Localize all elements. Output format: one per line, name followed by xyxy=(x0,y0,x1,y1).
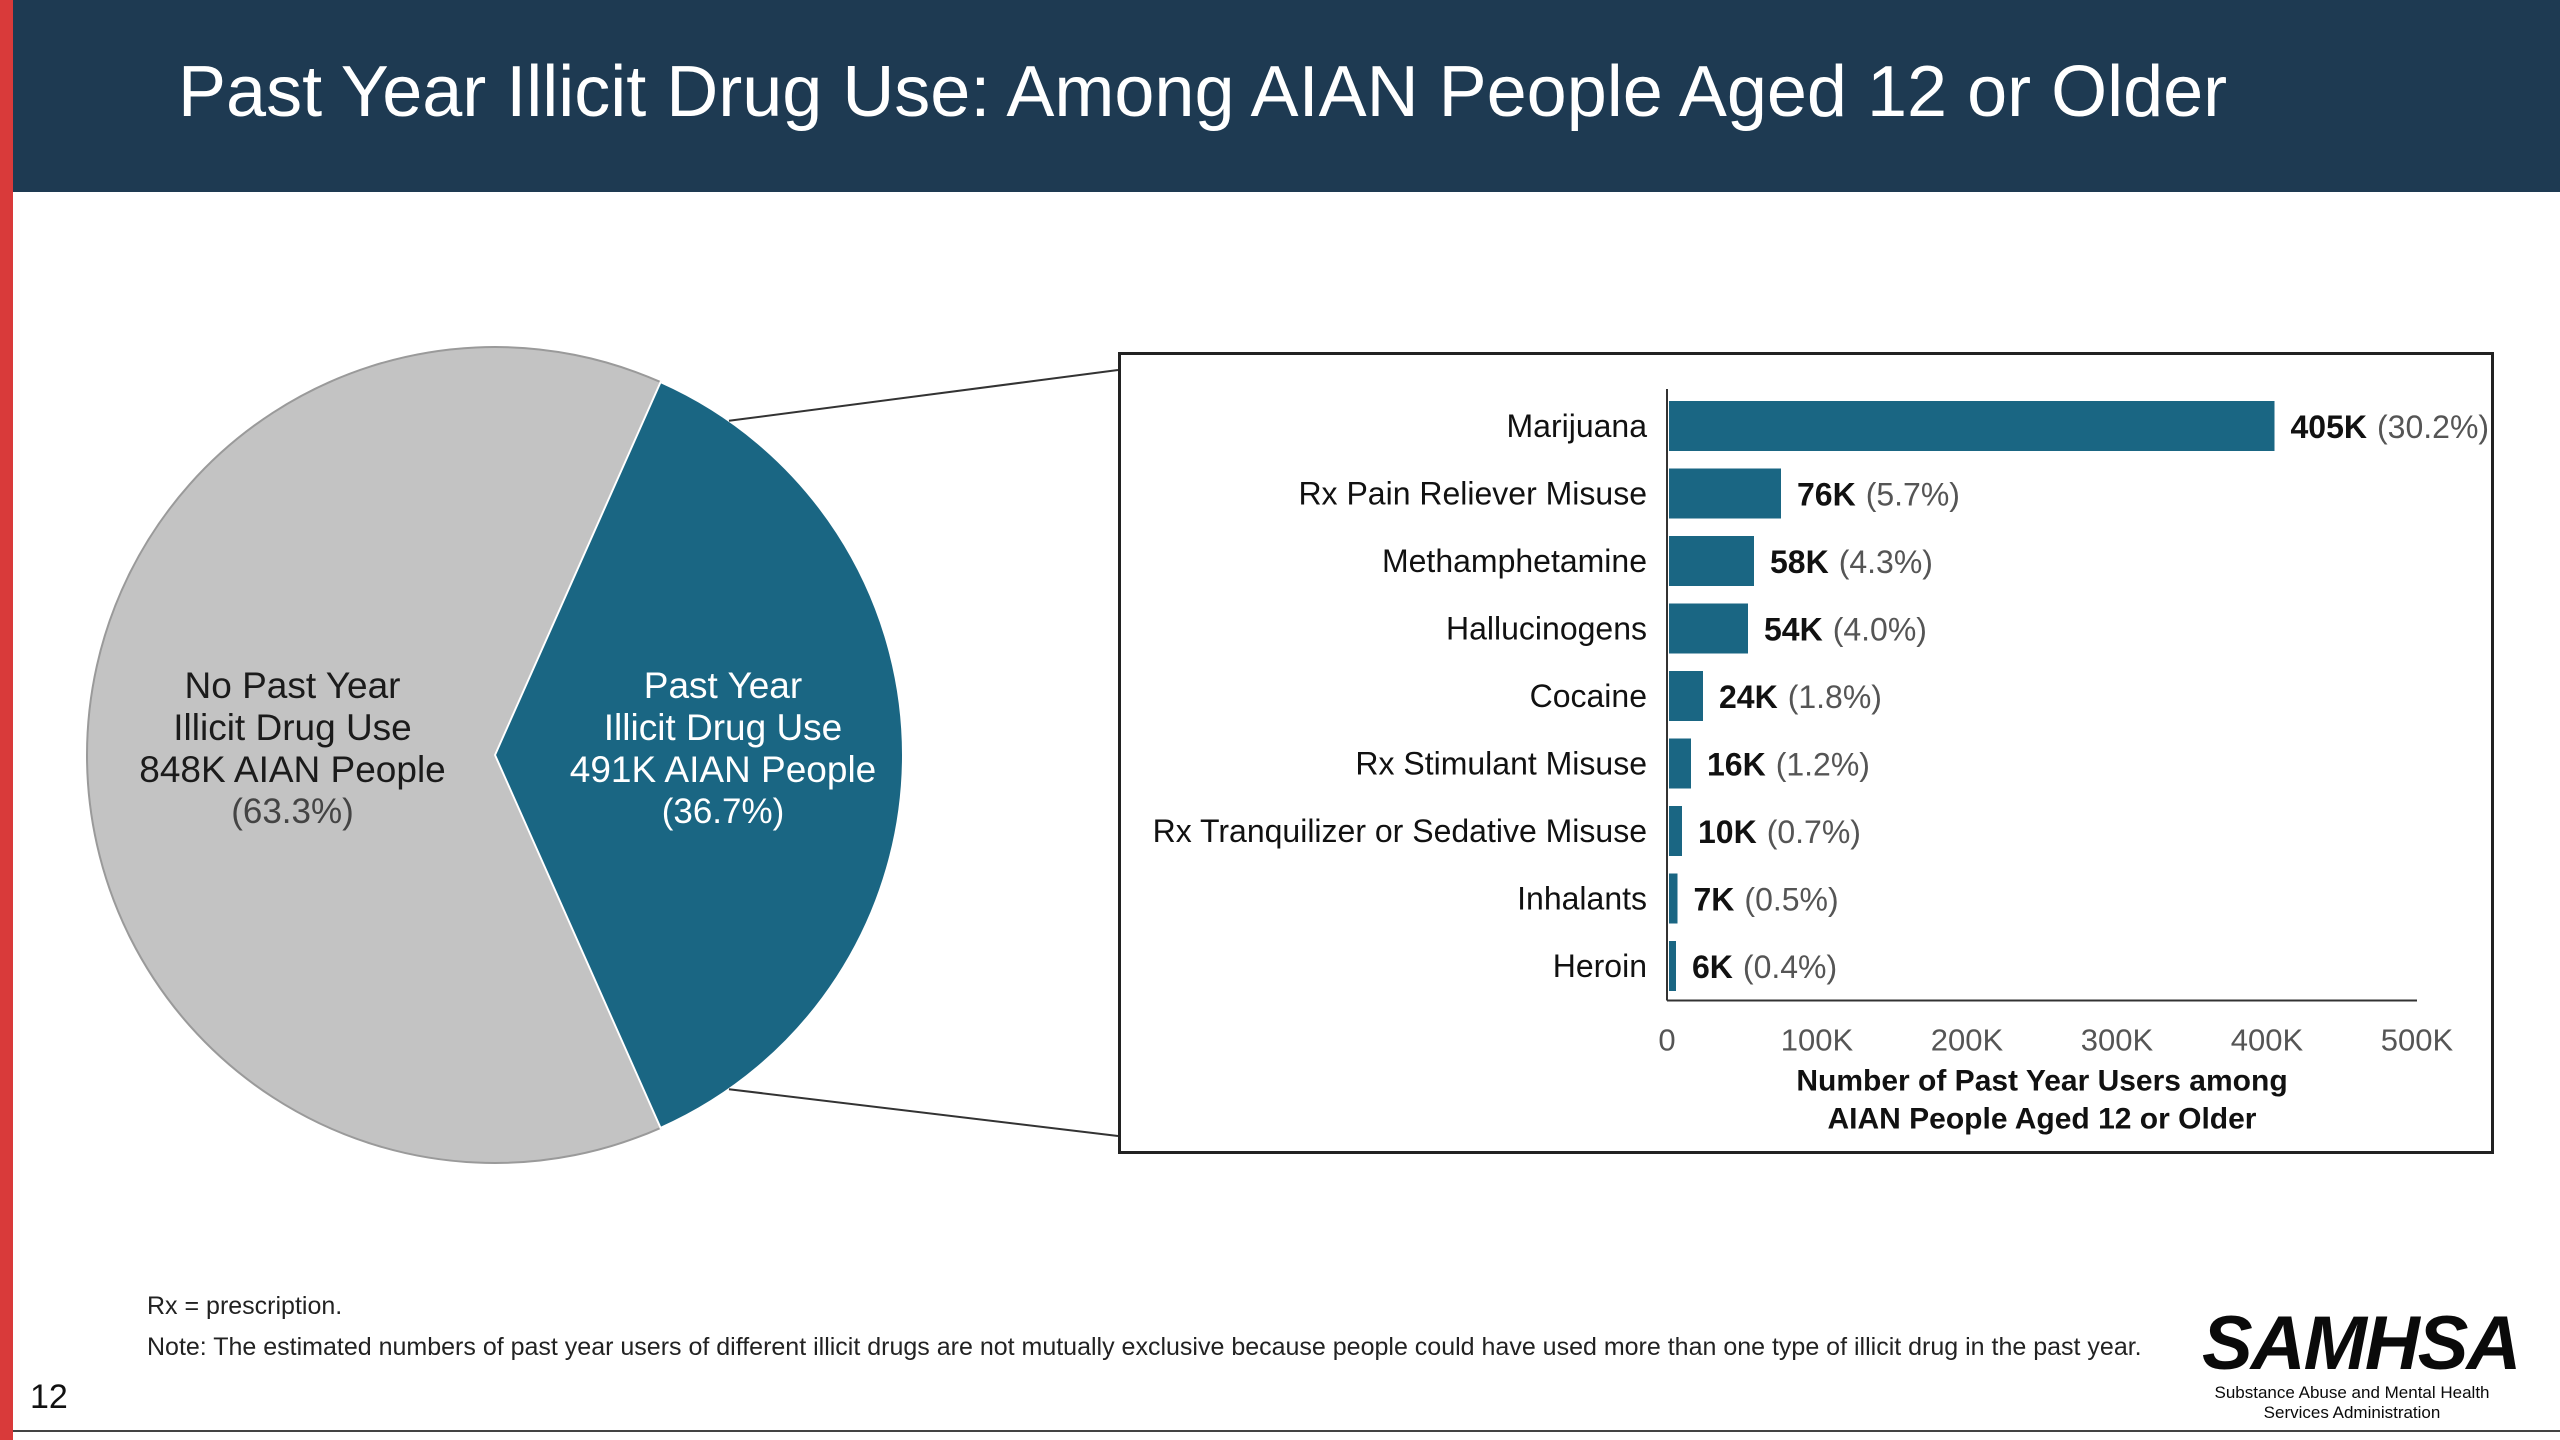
category-label: Rx Tranquilizer or Sedative Misuse xyxy=(1153,813,1647,849)
slide-header xyxy=(13,0,2560,192)
connector-line-top xyxy=(728,369,1119,422)
x-tick-label: 300K xyxy=(2081,1023,2154,1058)
data-label: 16K (1.2%) xyxy=(1707,747,1870,783)
bar xyxy=(1669,806,1682,856)
category-label: Methamphetamine xyxy=(1382,543,1647,579)
x-tick-label: 0 xyxy=(1658,1023,1675,1058)
bar xyxy=(1669,401,2275,451)
bar xyxy=(1669,468,1781,519)
logo-subtitle-line1: Substance Abuse and Mental Health xyxy=(2214,1383,2490,1402)
data-label-pct: (30.2%) xyxy=(2377,409,2489,445)
category-label: Marijuana xyxy=(1506,408,1647,444)
data-label-pct: (5.7%) xyxy=(1866,477,1960,513)
category-label: Rx Pain Reliever Misuse xyxy=(1298,476,1647,512)
data-label: 24K (1.8%) xyxy=(1719,679,1882,715)
data-label-pct: (1.8%) xyxy=(1788,679,1882,715)
data-label-value: 7K xyxy=(1694,882,1735,918)
pie-label-pct: (36.7%) xyxy=(661,792,785,831)
bar-chart: Marijuana 405K (30.2%) Rx Pain Reliever Mis… xyxy=(1153,389,2490,1136)
data-label: 6K (0.4%) xyxy=(1692,949,1837,985)
data-label: 76K (5.7%) xyxy=(1797,477,1960,513)
pie-label-count: 491K AIAN People xyxy=(569,749,877,790)
category-label: Heroin xyxy=(1553,948,1647,984)
data-label-pct: (0.7%) xyxy=(1767,814,1861,850)
page-number: 12 xyxy=(30,1378,68,1416)
data-label-pct: (1.2%) xyxy=(1776,747,1870,783)
data-label: 405K (30.2%) xyxy=(2291,409,2490,445)
pie-label-line1: Past Year xyxy=(643,665,803,706)
slide-title: Past Year Illicit Drug Use: Among AIAN P… xyxy=(178,52,2228,132)
x-axis-title-line1: Number of Past Year Users among xyxy=(1796,1065,2287,1098)
slide-accent-bar xyxy=(0,0,13,1440)
bar xyxy=(1669,603,1748,654)
pie-label-no-use: No Past Year Illicit Drug Use 848K AIAN … xyxy=(90,665,495,833)
bar xyxy=(1669,941,1676,991)
category-label: Inhalants xyxy=(1517,881,1647,917)
category-label: Rx Stimulant Misuse xyxy=(1355,746,1647,782)
data-label-pct: (0.4%) xyxy=(1743,949,1837,985)
data-label-value: 24K xyxy=(1719,679,1778,715)
data-label-value: 405K xyxy=(2291,409,2368,445)
pie-label-count: 848K AIAN People xyxy=(139,749,446,790)
pie-slice-no-use xyxy=(86,346,662,1164)
bar xyxy=(1669,738,1691,789)
x-tick-label: 100K xyxy=(1781,1023,1854,1058)
data-label-value: 16K xyxy=(1707,747,1766,783)
x-tick-label: 200K xyxy=(1931,1023,2004,1058)
data-label-value: 54K xyxy=(1764,612,1823,648)
pie-label-pct: (63.3%) xyxy=(231,792,354,831)
data-label-value: 76K xyxy=(1797,477,1856,513)
data-label-value: 58K xyxy=(1770,544,1829,580)
x-tick-label: 500K xyxy=(2381,1023,2454,1058)
category-label: Cocaine xyxy=(1530,678,1647,714)
pie-label-line1: No Past Year xyxy=(184,665,401,706)
samhsa-logo: SAMHSA Substance Abuse and Mental Health… xyxy=(2202,1301,2521,1423)
data-label-value: 10K xyxy=(1698,814,1757,850)
data-label: 7K (0.5%) xyxy=(1694,882,1839,918)
data-label-value: 6K xyxy=(1692,949,1733,985)
data-label: 10K (0.7%) xyxy=(1698,814,1861,850)
data-label: 54K (4.0%) xyxy=(1764,612,1927,648)
bottom-rule xyxy=(13,1430,2560,1432)
data-label-pct: (4.0%) xyxy=(1833,612,1927,648)
connector-line-bottom xyxy=(728,1088,1119,1137)
footnote-note: Note: The estimated numbers of past year… xyxy=(147,1333,2142,1361)
bar xyxy=(1669,671,1703,721)
pie-label-line2: Illicit Drug Use xyxy=(603,707,843,748)
data-label: 58K (4.3%) xyxy=(1770,544,1933,580)
pie-label-use: Past Year Illicit Drug Use 491K AIAN Peo… xyxy=(542,665,904,833)
footnotes: Rx = prescription. Note: The estimated n… xyxy=(147,1292,2147,1363)
pie-slice-use xyxy=(493,380,904,1130)
x-axis-title-line2: AIAN People Aged 12 or Older xyxy=(1828,1103,2257,1136)
bar xyxy=(1669,536,1754,586)
bar xyxy=(1669,873,1678,924)
logo-subtitle: Substance Abuse and Mental Health Servic… xyxy=(2202,1383,2502,1423)
logo-wordmark: SAMHSA xyxy=(2202,1301,2521,1386)
logo-subtitle-line2: Services Administration xyxy=(2263,1403,2441,1422)
x-tick-label: 400K xyxy=(2231,1023,2304,1058)
bar-chart-panel: Marijuana 405K (30.2%) Rx Pain Reliever Mis… xyxy=(1118,352,2494,1154)
data-label-pct: (4.3%) xyxy=(1839,544,1933,580)
footnote-rx: Rx = prescription. xyxy=(147,1292,343,1320)
pie-label-line2: Illicit Drug Use xyxy=(173,707,412,748)
category-label: Hallucinogens xyxy=(1446,611,1647,647)
data-label-pct: (0.5%) xyxy=(1744,882,1838,918)
